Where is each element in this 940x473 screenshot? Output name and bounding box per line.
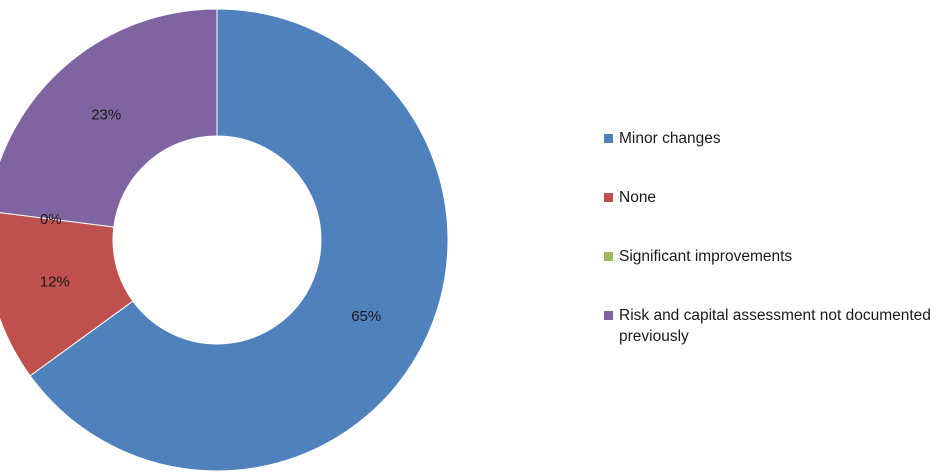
legend: Minor changes None Significant improveme…	[604, 128, 940, 385]
data-label: 0%	[40, 211, 62, 228]
data-label: 12%	[40, 274, 70, 291]
legend-item: Minor changes	[604, 128, 940, 149]
legend-label: None	[619, 189, 657, 206]
legend-item: Significant improvements	[604, 246, 940, 267]
legend-label: Minor changes	[619, 130, 721, 147]
legend-label: Significant improvements	[619, 248, 793, 265]
legend-item: None	[604, 187, 940, 208]
data-label: 65%	[351, 308, 381, 325]
donut-slice	[29, 8, 449, 472]
legend-label: Risk and capital assessment not document…	[619, 307, 931, 345]
donut-slice	[0, 8, 218, 228]
data-label: 23%	[91, 106, 121, 123]
donut-chart: 65% 12% 0% 23%	[0, 8, 449, 472]
legend-item: Risk and capital assessment not document…	[604, 305, 940, 347]
legend-swatch	[604, 134, 613, 143]
legend-swatch	[604, 311, 613, 320]
legend-swatch	[604, 193, 613, 202]
legend-swatch	[604, 252, 613, 261]
donut-slice	[0, 212, 134, 377]
